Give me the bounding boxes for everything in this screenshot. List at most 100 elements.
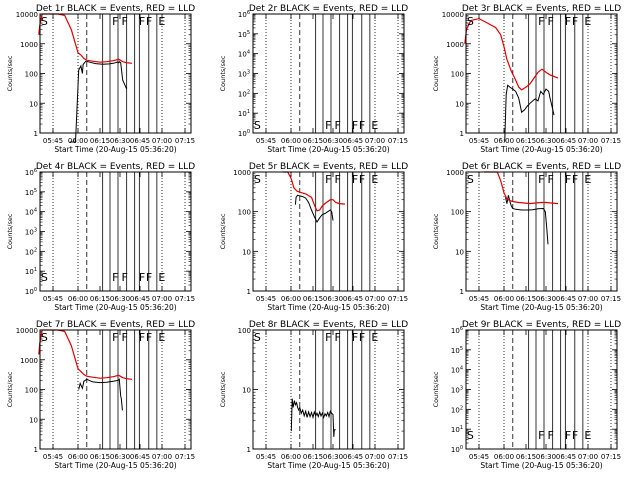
x-tick-label: 07:00 xyxy=(152,295,172,303)
x-tick-label: 07:15 xyxy=(175,453,195,461)
y-tick-label: 10 xyxy=(455,248,464,256)
x-tick-label: 07:15 xyxy=(175,295,195,303)
plot-frame xyxy=(252,171,405,292)
marker-e: E xyxy=(584,429,591,442)
y-tick-label: 100 xyxy=(238,327,251,335)
y-tick-label: 106 xyxy=(451,326,463,335)
x-tick-label: 06:45 xyxy=(130,453,150,461)
plot-frame xyxy=(39,171,192,292)
x-tick-label: 07:00 xyxy=(152,137,172,145)
x-tick-label: 06:30 xyxy=(536,137,556,145)
x-axis-label: Start Time (20-Aug-15 05:36:20) xyxy=(267,303,389,312)
series-line-lld xyxy=(464,17,559,91)
series-line-events xyxy=(504,84,555,143)
x-tick-label: 06:15 xyxy=(303,295,323,303)
x-tick-label: 06:45 xyxy=(343,137,363,145)
marker-f: F xyxy=(538,15,544,28)
x-axis-label: Start Time (20-Aug-15 05:36:20) xyxy=(267,145,389,154)
x-tick-label: 06:00 xyxy=(494,453,514,461)
y-axis-label: Counts/sec xyxy=(219,55,227,91)
y-tick-label: 10000 xyxy=(442,11,464,19)
series-line-events xyxy=(294,194,334,224)
y-axis-label: Counts/sec xyxy=(432,55,440,91)
y-tick-label: 104 xyxy=(238,50,250,59)
marker-e: E xyxy=(158,331,165,344)
y-tick-label: 105 xyxy=(451,346,463,355)
panel-title: Det 9r BLACK = Events, RED = LLD xyxy=(462,320,621,330)
series-line-events xyxy=(505,195,549,245)
y-tick-label: 100 xyxy=(451,445,463,454)
marker-f: F xyxy=(325,331,331,344)
y-tick-label: 1000 xyxy=(233,169,251,177)
x-tick-label: 07:00 xyxy=(365,295,385,303)
panel-title: Det 2r BLACK = Events, RED = LLD xyxy=(249,4,408,14)
x-tick-label: 06:30 xyxy=(323,295,343,303)
marker-f: F xyxy=(352,173,358,186)
x-tick-label: 06:45 xyxy=(556,137,576,145)
marker-f: F xyxy=(139,271,145,284)
panel-title: Det 4r BLACK = Events, RED = LLD xyxy=(36,162,195,172)
marker-e: E xyxy=(584,15,591,28)
y-tick-label: 10000 xyxy=(16,327,38,335)
marker-e: E xyxy=(371,331,378,344)
x-tick-label: 05:45 xyxy=(43,295,63,303)
x-tick-label: 06:15 xyxy=(516,453,536,461)
x-tick-label: 05:45 xyxy=(256,453,276,461)
series-line-events xyxy=(290,398,336,437)
x-axis-label: Start Time (20-Aug-15 05:36:20) xyxy=(54,461,176,470)
x-tick-label: 07:00 xyxy=(578,295,598,303)
y-tick-label: 104 xyxy=(25,208,37,217)
y-tick-label: 101 xyxy=(25,267,37,276)
x-tick-label: 07:00 xyxy=(578,137,598,145)
y-tick-label: 1 xyxy=(247,288,251,296)
marker-f: F xyxy=(565,173,571,186)
y-tick-label: 10 xyxy=(455,100,464,108)
marker-f: F xyxy=(122,15,128,28)
y-tick-label: 100 xyxy=(451,71,464,79)
x-tick-label: 06:15 xyxy=(90,453,110,461)
x-tick-label: 07:00 xyxy=(578,453,598,461)
x-tick-label: 07:15 xyxy=(388,137,408,145)
x-tick-label: 07:00 xyxy=(365,453,385,461)
marker-s: S xyxy=(467,429,474,442)
y-tick-label: 105 xyxy=(25,188,37,197)
marker-s: S xyxy=(467,173,474,186)
y-tick-label: 101 xyxy=(451,425,463,434)
plot-frame xyxy=(252,13,405,134)
y-tick-label: 101 xyxy=(238,109,250,118)
x-tick-label: 06:00 xyxy=(281,137,301,145)
x-tick-label: 06:15 xyxy=(90,137,110,145)
y-axis-label: Counts/sec xyxy=(6,371,14,407)
panel-title: Det 7r BLACK = Events, RED = LLD xyxy=(36,320,195,330)
x-axis-label: Start Time (20-Aug-15 05:36:20) xyxy=(480,461,602,470)
x-tick-label: 06:45 xyxy=(556,453,576,461)
marker-f: F xyxy=(565,429,571,442)
marker-f: F xyxy=(122,271,128,284)
marker-f: F xyxy=(548,173,554,186)
panel-8: Det 8r BLACK = Events, RED = LLD Counts/s… xyxy=(219,320,408,470)
x-tick-label: 07:15 xyxy=(388,295,408,303)
y-tick-label: 10 xyxy=(29,100,38,108)
x-tick-label: 06:15 xyxy=(516,137,536,145)
marker-f: F xyxy=(112,15,118,28)
x-tick-label: 05:45 xyxy=(43,137,63,145)
y-tick-label: 106 xyxy=(25,168,37,177)
x-tick-label: 06:30 xyxy=(323,137,343,145)
y-axis-label: Counts/sec xyxy=(6,213,14,249)
marker-e: E xyxy=(371,173,378,186)
x-tick-label: 06:00 xyxy=(494,137,514,145)
x-tick-label: 06:15 xyxy=(303,453,323,461)
y-tick-label: 10000 xyxy=(16,11,38,19)
x-axis-label: Start Time (20-Aug-15 05:36:20) xyxy=(54,145,176,154)
x-tick-label: 06:45 xyxy=(343,453,363,461)
y-tick-label: 100 xyxy=(238,209,251,217)
marker-f: F xyxy=(335,173,341,186)
marker-f: F xyxy=(359,331,365,344)
x-tick-label: 06:00 xyxy=(281,453,301,461)
plot-frame xyxy=(39,13,192,134)
y-tick-label: 100 xyxy=(25,387,38,395)
y-tick-label: 1000 xyxy=(446,41,464,49)
x-tick-label: 06:30 xyxy=(536,453,556,461)
marker-f: F xyxy=(335,331,341,344)
